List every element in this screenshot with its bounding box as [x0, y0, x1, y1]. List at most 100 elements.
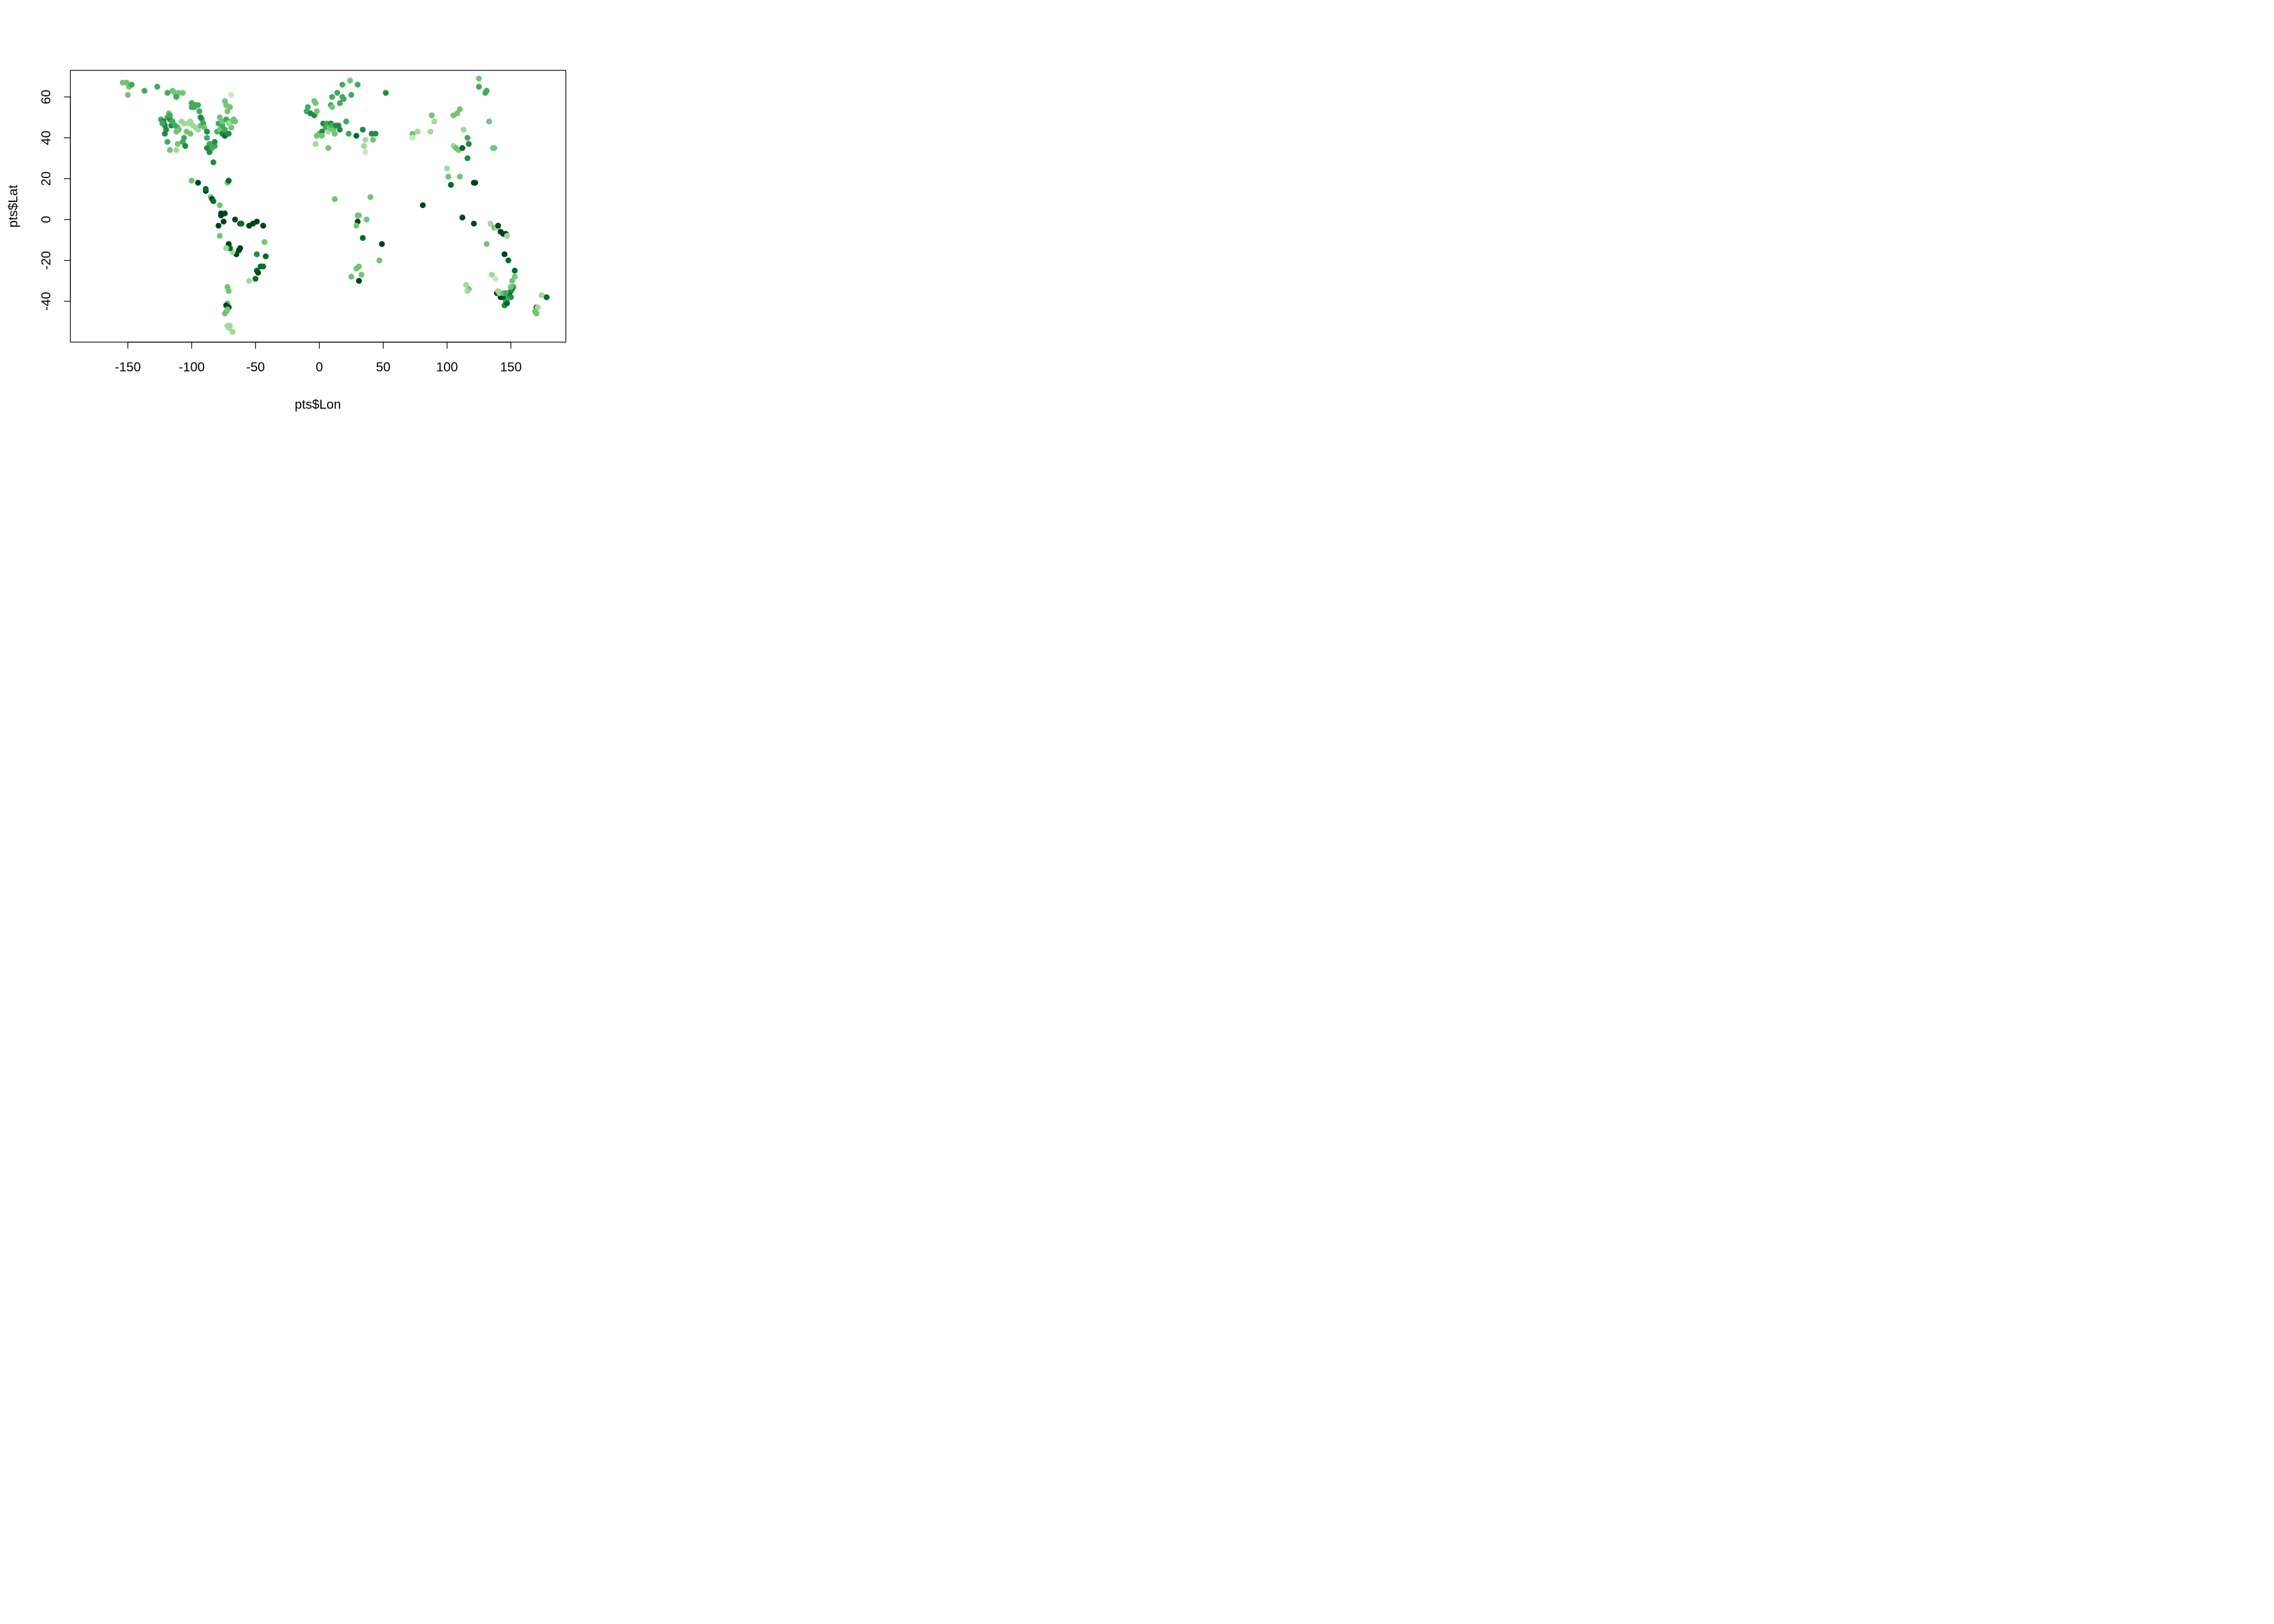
- data-point: [260, 222, 266, 229]
- data-point: [227, 104, 233, 110]
- data-point: [370, 136, 376, 143]
- data-point: [345, 130, 352, 137]
- data-point: [176, 127, 182, 133]
- data-point: [495, 222, 501, 229]
- data-point: [202, 186, 209, 192]
- data-point: [312, 100, 319, 106]
- x-tick-label: -150: [115, 360, 141, 375]
- data-point: [544, 294, 550, 300]
- data-point: [360, 235, 366, 241]
- data-point: [305, 104, 311, 110]
- data-point: [379, 241, 385, 247]
- data-point: [348, 91, 355, 98]
- data-point: [187, 130, 194, 137]
- data-point: [465, 288, 471, 294]
- data-point: [355, 82, 361, 88]
- x-axis: -150 -100 -50 0 50 100 150: [115, 342, 522, 375]
- data-point: [210, 198, 217, 204]
- data-point: [420, 202, 426, 208]
- data-point: [228, 91, 234, 98]
- data-point: [465, 135, 471, 141]
- data-point: [363, 217, 370, 222]
- data-point: [255, 270, 262, 276]
- data-point: [509, 278, 515, 284]
- data-point: [334, 90, 341, 96]
- data-point: [237, 245, 243, 251]
- scatter-chart: -150 -100 -50 0 50 100 150 -40 -20 0 20 40 60 pts$L…: [0, 0, 596, 425]
- data-point: [431, 119, 437, 125]
- data-point: [217, 233, 223, 239]
- data-point: [429, 112, 435, 119]
- data-point: [415, 128, 421, 135]
- chart-background: [0, 0, 596, 425]
- data-point: [232, 217, 238, 222]
- data-point: [180, 90, 186, 96]
- data-point: [125, 91, 131, 98]
- x-tick-label: 150: [500, 360, 522, 375]
- data-point: [538, 292, 545, 298]
- data-point: [356, 263, 362, 270]
- data-point: [502, 290, 509, 296]
- data-point: [159, 120, 166, 127]
- y-axis: -40 -20 0 20 40 60: [39, 90, 71, 311]
- data-point: [181, 135, 187, 141]
- data-point: [215, 222, 221, 229]
- data-point: [376, 257, 383, 264]
- data-point: [331, 196, 338, 202]
- data-point: [313, 108, 320, 114]
- data-point: [223, 245, 230, 251]
- data-point: [471, 220, 477, 227]
- data-point: [141, 88, 148, 94]
- data-point: [427, 128, 434, 135]
- x-tick-label: -50: [246, 360, 265, 375]
- data-point: [204, 128, 210, 135]
- data-point: [319, 128, 325, 135]
- data-point: [128, 82, 135, 88]
- data-point: [164, 90, 171, 96]
- data-point: [226, 325, 232, 331]
- data-point: [465, 155, 471, 161]
- data-point: [492, 276, 499, 282]
- data-point: [488, 272, 495, 278]
- data-point: [362, 149, 369, 155]
- data-point: [196, 108, 202, 114]
- data-point: [174, 141, 181, 147]
- data-point: [504, 233, 510, 239]
- data-point: [329, 104, 335, 110]
- data-point: [466, 141, 472, 147]
- data-point: [460, 127, 467, 133]
- data-point: [504, 300, 510, 306]
- data-point: [167, 147, 173, 153]
- data-point: [476, 83, 482, 90]
- data-point: [198, 114, 204, 121]
- data-point: [459, 214, 466, 221]
- data-point: [347, 77, 353, 84]
- data-point: [190, 122, 196, 129]
- data-point: [487, 220, 494, 227]
- data-point: [331, 130, 338, 137]
- data-point: [212, 139, 218, 145]
- data-point: [505, 257, 512, 264]
- data-point: [253, 251, 260, 258]
- y-axis-title: pts$Lat: [6, 185, 21, 227]
- data-point: [367, 194, 374, 200]
- data-point: [448, 182, 454, 188]
- data-point: [238, 220, 245, 227]
- data-point: [188, 178, 195, 184]
- data-point: [353, 133, 360, 139]
- data-point: [329, 94, 335, 100]
- data-point: [491, 145, 498, 151]
- data-point: [486, 119, 492, 125]
- data-point: [173, 94, 180, 100]
- data-point: [383, 90, 389, 96]
- data-point: [341, 96, 347, 102]
- data-point: [373, 130, 378, 137]
- data-point: [204, 135, 210, 141]
- data-point: [348, 273, 355, 280]
- x-tick-label: -100: [179, 360, 205, 375]
- data-point: [220, 218, 227, 225]
- data-point: [217, 202, 223, 208]
- data-point: [154, 83, 160, 90]
- y-tick-label: 40: [39, 130, 54, 145]
- data-point: [472, 180, 478, 186]
